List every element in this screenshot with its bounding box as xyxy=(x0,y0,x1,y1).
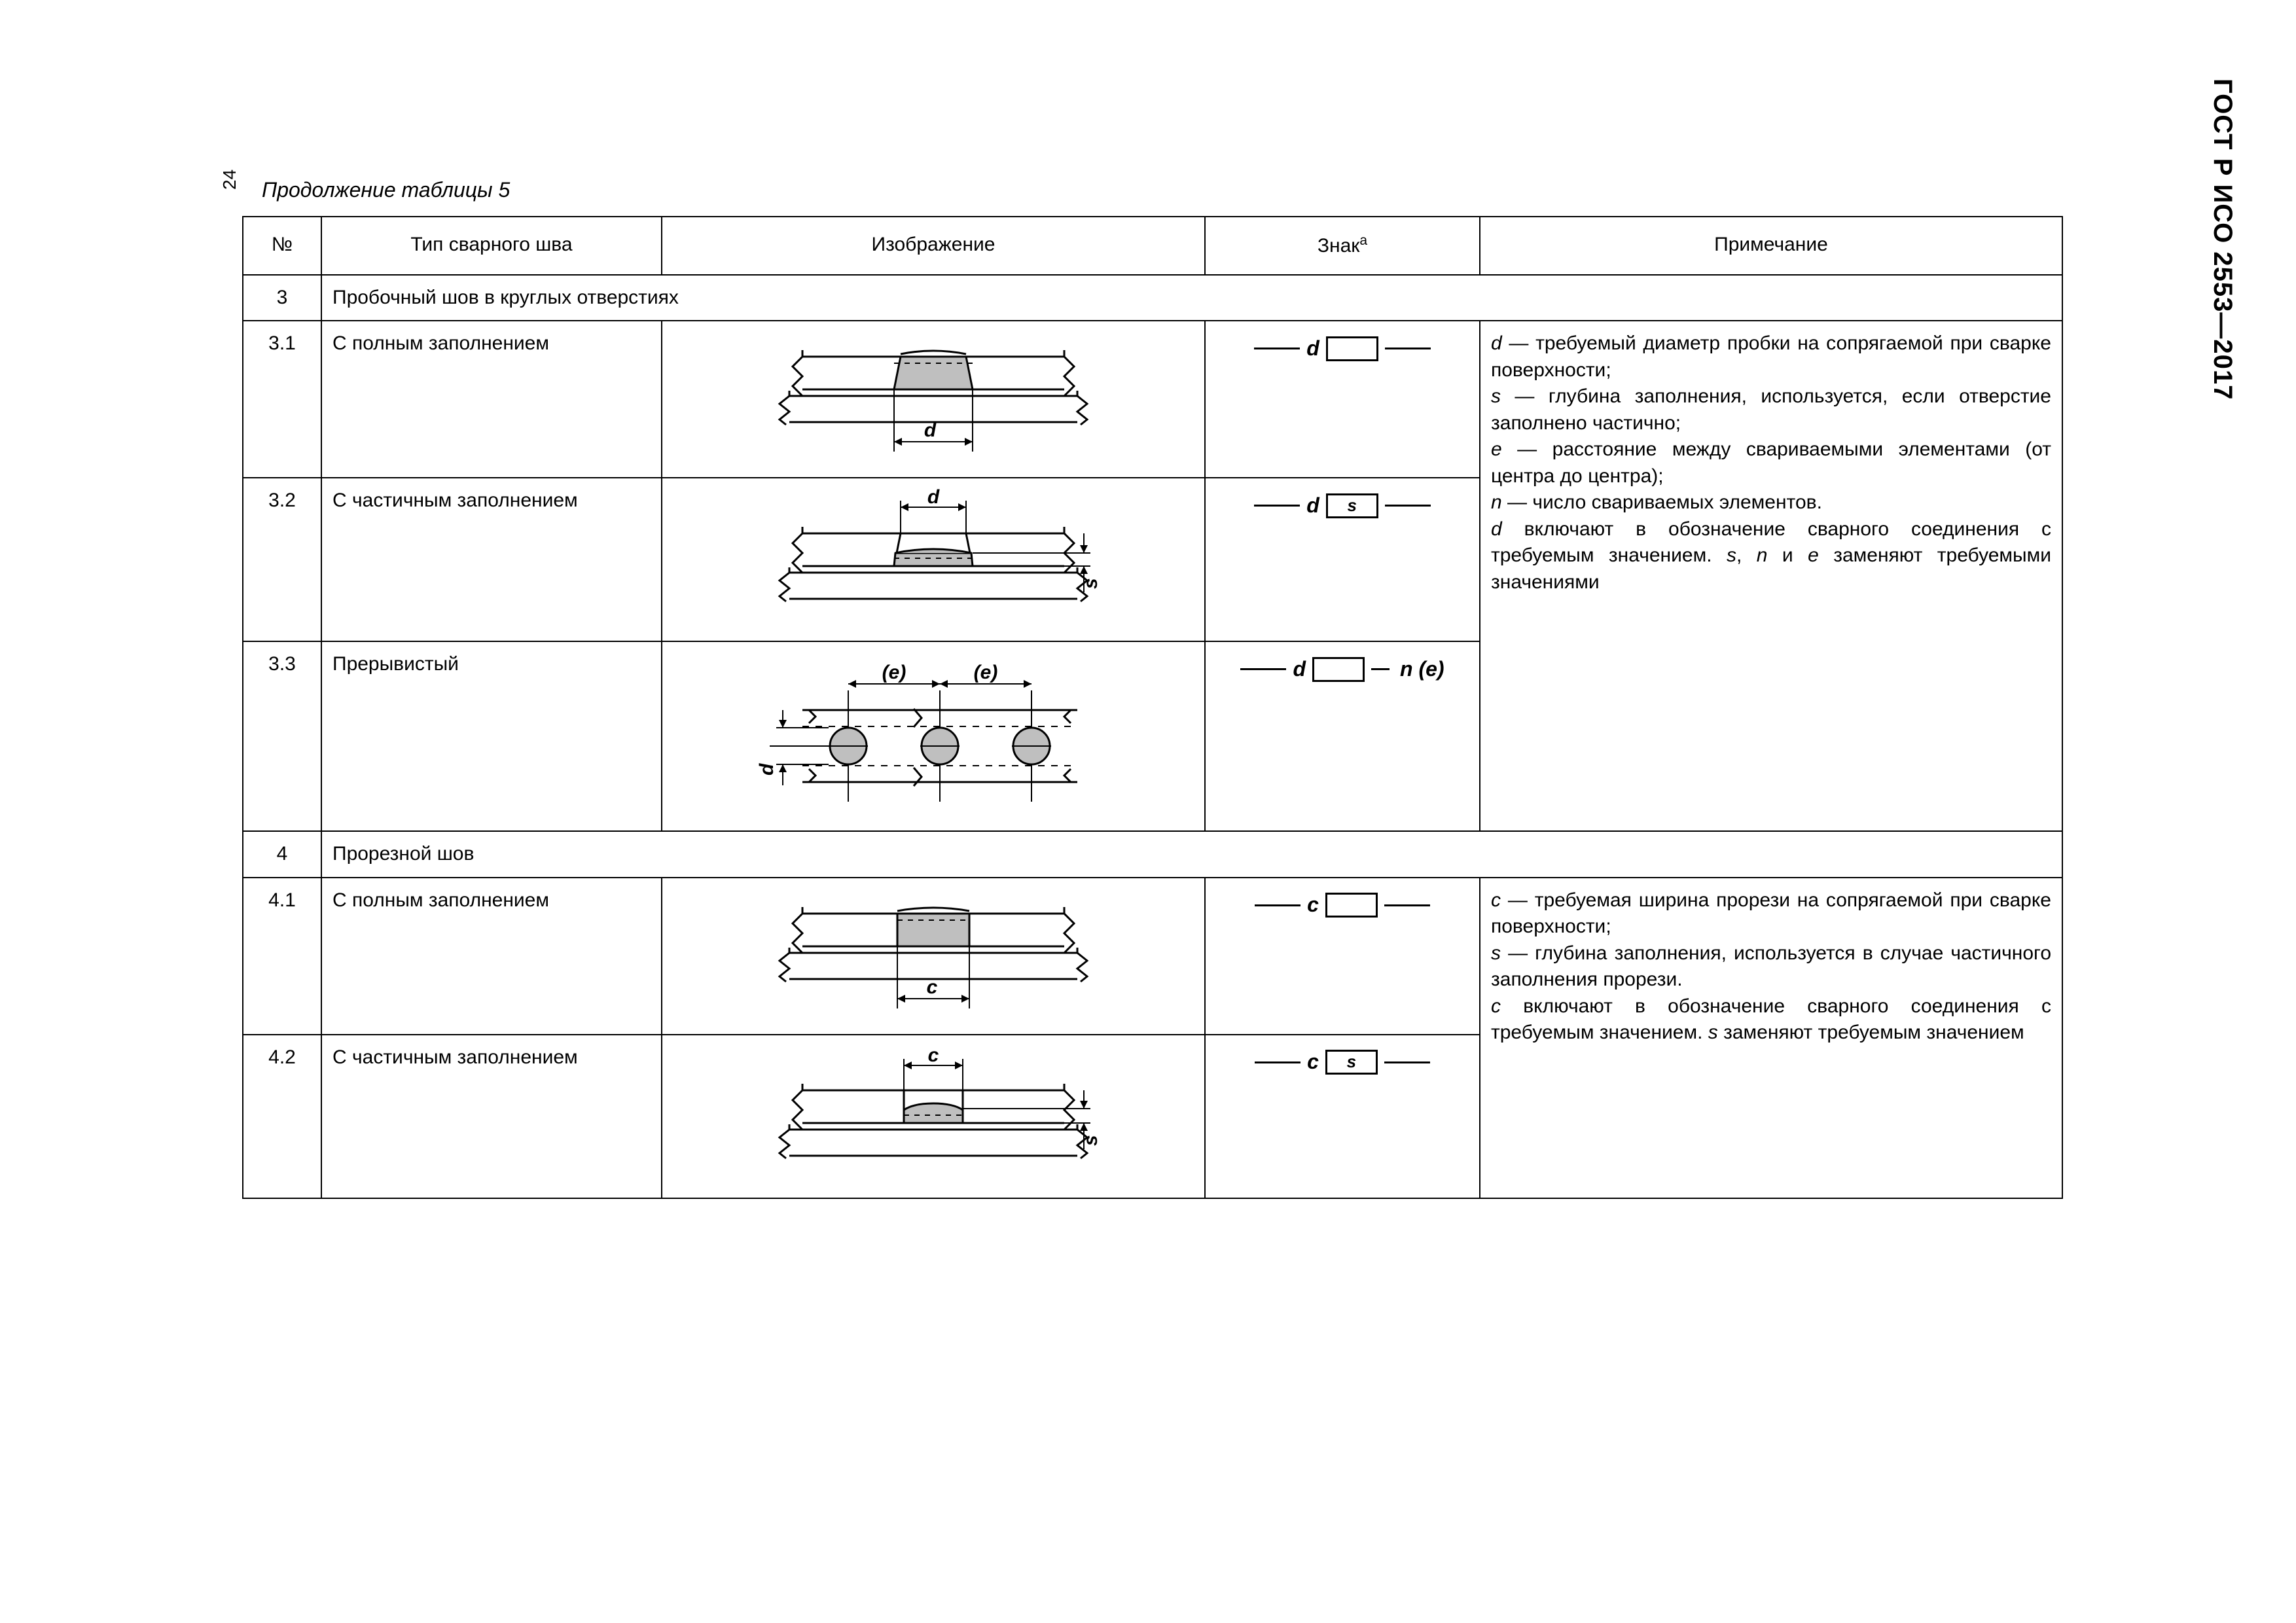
row-image: c s xyxy=(662,1035,1205,1198)
table-row: 3.1 С полным заполнением xyxy=(243,321,2062,478)
section-row: 4 Прорезной шов xyxy=(243,831,2062,878)
row-num: 3.2 xyxy=(243,478,321,641)
svg-text:s: s xyxy=(1080,1135,1102,1146)
row-image: (e) (e) d xyxy=(662,641,1205,831)
col-type: Тип сварного шва xyxy=(321,217,662,275)
svg-text:(e): (e) xyxy=(882,662,906,683)
svg-text:(e): (e) xyxy=(974,662,998,683)
row-type: С полным заполнением xyxy=(321,321,662,478)
section-title: Пробочный шов в круглых отверстиях xyxy=(321,275,2062,321)
section-note: d — требуемый диаметр пробки на сопрягае… xyxy=(1480,321,2062,831)
row-num: 4.2 xyxy=(243,1035,321,1198)
row-num: 4.1 xyxy=(243,878,321,1035)
table-row: 4.1 С полным заполнением xyxy=(243,878,2062,1035)
svg-text:d: d xyxy=(924,419,937,441)
section-row: 3 Пробочный шов в круглых отверстиях xyxy=(243,275,2062,321)
weld-symbol: d s xyxy=(1254,491,1431,520)
section-num: 3 xyxy=(243,275,321,321)
col-num: № xyxy=(243,217,321,275)
col-note: Примечание xyxy=(1480,217,2062,275)
row-image: d xyxy=(662,321,1205,478)
weld-symbol: d n (e) xyxy=(1240,655,1444,683)
svg-text:c: c xyxy=(928,1044,939,1066)
row-type: С частичным заполнением xyxy=(321,478,662,641)
row-symbol: d s xyxy=(1205,478,1480,641)
row-symbol: d xyxy=(1205,321,1480,478)
row-symbol: d n (e) xyxy=(1205,641,1480,831)
section-num: 4 xyxy=(243,831,321,878)
svg-text:s: s xyxy=(1080,578,1102,589)
section-note: c — требуемая ширина прорези на сопрягае… xyxy=(1480,878,2062,1198)
row-image: d s xyxy=(662,478,1205,641)
svg-text:d: d xyxy=(927,488,940,508)
col-image: Изображение xyxy=(662,217,1205,275)
weld-parameters-table: № Тип сварного шва Изображение Знакa При… xyxy=(242,216,2063,1199)
row-num: 3.3 xyxy=(243,641,321,831)
row-type: С полным заполнением xyxy=(321,878,662,1035)
table-header-row: № Тип сварного шва Изображение Знакa При… xyxy=(243,217,2062,275)
row-type: Прерывистый xyxy=(321,641,662,831)
row-image: c xyxy=(662,878,1205,1035)
weld-symbol: c xyxy=(1255,891,1430,919)
document-id: ГОСТ Р ИСО 2553—2017 xyxy=(2208,79,2237,400)
table-caption: Продолжение таблицы 5 xyxy=(262,178,510,202)
col-symbol: Знакa xyxy=(1205,217,1480,275)
svg-text:d: d xyxy=(756,763,778,776)
row-type: С частичным заполнением xyxy=(321,1035,662,1198)
svg-text:c: c xyxy=(927,976,938,998)
row-symbol: c xyxy=(1205,878,1480,1035)
weld-symbol: d xyxy=(1254,334,1431,363)
page-number: 24 xyxy=(219,169,240,190)
section-title: Прорезной шов xyxy=(321,831,2062,878)
row-symbol: c s xyxy=(1205,1035,1480,1198)
weld-symbol: c s xyxy=(1255,1048,1430,1076)
row-num: 3.1 xyxy=(243,321,321,478)
